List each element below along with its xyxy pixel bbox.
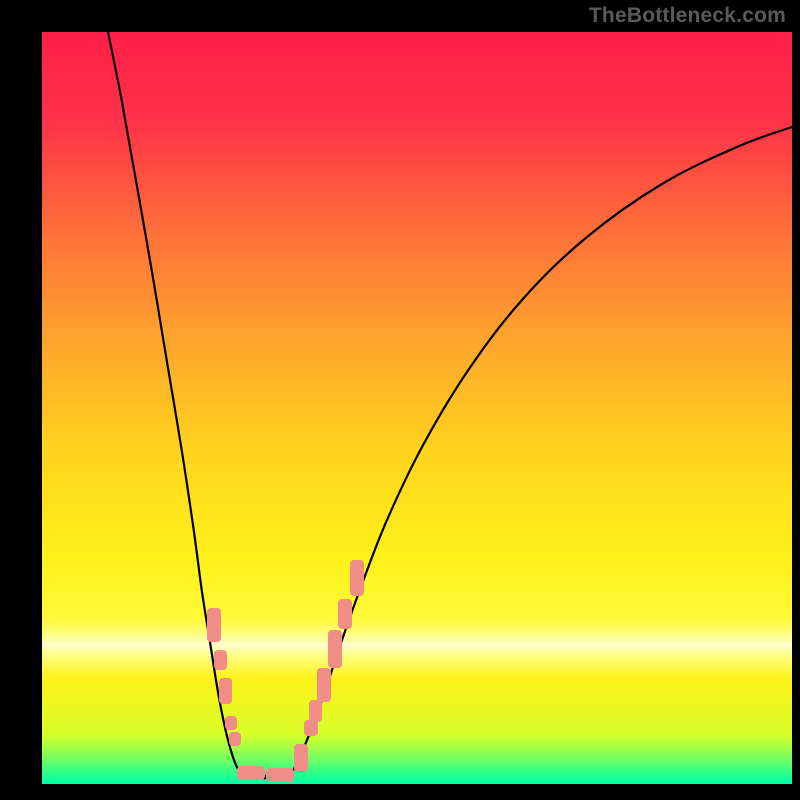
- watermark-text: TheBottleneck.com: [589, 4, 786, 28]
- curve-layer: [42, 32, 792, 784]
- data-marker: [328, 630, 342, 668]
- bottleneck-curve-right: [290, 127, 792, 777]
- plot-area: [42, 32, 792, 784]
- data-marker: [229, 732, 241, 746]
- data-marker: [294, 744, 308, 772]
- bottleneck-chart: TheBottleneck.com: [0, 0, 800, 800]
- data-marker: [309, 700, 322, 722]
- data-marker: [237, 766, 265, 780]
- data-marker: [317, 668, 331, 702]
- data-marker: [304, 720, 318, 736]
- data-marker: [350, 560, 364, 596]
- data-marker: [338, 599, 352, 629]
- data-marker: [214, 650, 227, 670]
- data-marker: [219, 678, 232, 704]
- data-marker: [266, 768, 294, 782]
- data-marker: [207, 608, 221, 642]
- data-marker: [225, 716, 237, 730]
